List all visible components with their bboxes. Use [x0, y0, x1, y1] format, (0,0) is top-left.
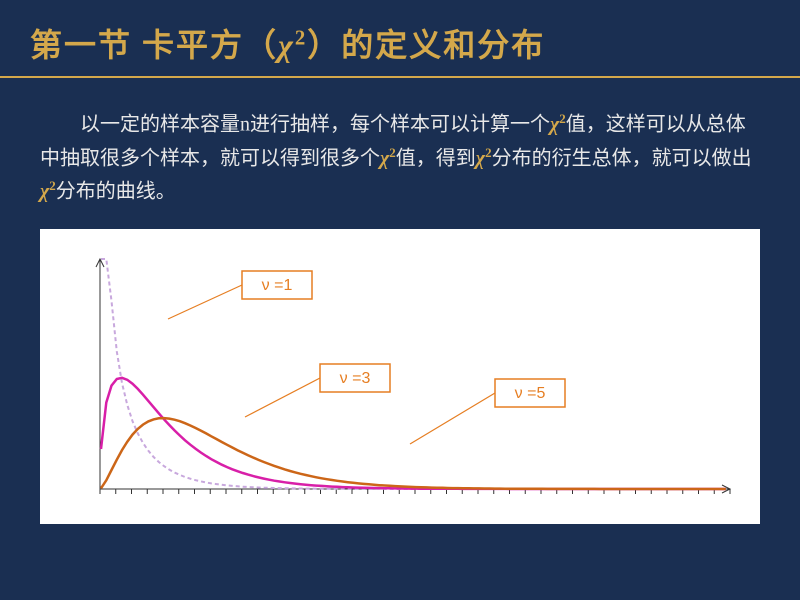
- p-chi1: χ: [550, 114, 559, 136]
- title-exp: 2: [295, 26, 307, 49]
- p-t4: 分布的衍生总体，就可以做出: [492, 147, 752, 169]
- p-chi4: χ: [40, 181, 49, 203]
- title-prefix: 第一节 卡平方（: [30, 27, 278, 63]
- svg-text:ν =3: ν =3: [340, 370, 371, 387]
- p-t3: 值，得到: [396, 147, 476, 169]
- title-bar: 第一节 卡平方（χ2）的定义和分布: [0, 0, 800, 78]
- p-chi3: χ: [476, 147, 485, 169]
- p-t5: 分布的曲线。: [56, 181, 176, 203]
- svg-text:ν =5: ν =5: [515, 385, 546, 402]
- p-t1: 以一定的样本容量n进行抽样，每个样本可以计算一个: [80, 114, 550, 136]
- title-chi: χ: [278, 27, 295, 63]
- body-paragraph: 以一定的样本容量n进行抽样，每个样本可以计算一个χ2值，这样可以从总体中抽取很多…: [0, 78, 800, 229]
- chi-square-chart: ν =1 ν =3 ν =5: [50, 239, 750, 519]
- svg-text:ν =1: ν =1: [262, 277, 293, 294]
- p-chi2: χ: [380, 147, 389, 169]
- chart-container: ν =1 ν =3 ν =5: [40, 229, 760, 524]
- title-suffix: ）的定义和分布: [307, 27, 545, 63]
- page-title: 第一节 卡平方（χ2）的定义和分布: [30, 20, 770, 66]
